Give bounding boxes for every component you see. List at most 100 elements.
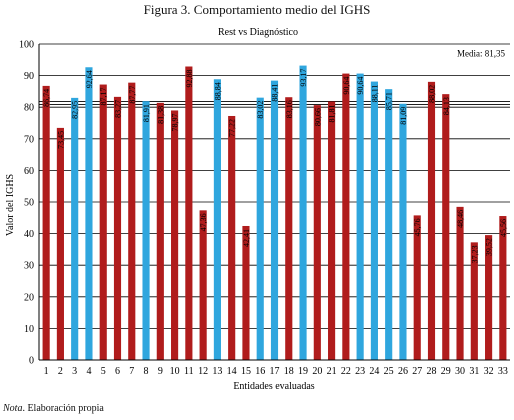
x-tick-label: 24 bbox=[369, 366, 379, 377]
x-tick-label: 25 bbox=[384, 366, 394, 377]
x-tick-label: 32 bbox=[484, 366, 494, 377]
bar bbox=[413, 215, 421, 360]
bar bbox=[270, 80, 279, 361]
x-tick-label: 10 bbox=[170, 366, 180, 377]
bar bbox=[470, 242, 478, 360]
y-tick-label: 40 bbox=[24, 229, 34, 240]
y-tick-label: 70 bbox=[24, 134, 34, 145]
bar bbox=[285, 97, 293, 360]
data-label: 82,95 bbox=[71, 101, 80, 119]
bar bbox=[85, 67, 93, 360]
data-label: 92,64 bbox=[85, 70, 94, 88]
bar bbox=[171, 110, 179, 360]
bar bbox=[142, 101, 150, 360]
chart-subtitle: Rest vs Diagnóstico bbox=[218, 27, 298, 38]
bar bbox=[399, 103, 407, 360]
bar bbox=[185, 66, 193, 360]
data-label: 42,41 bbox=[242, 229, 251, 247]
y-tick-label: 80 bbox=[24, 103, 34, 114]
figure-title: Figura 3. Comportamiento medio del IGHS bbox=[143, 2, 371, 17]
x-tick-label: 7 bbox=[129, 366, 134, 377]
bar bbox=[313, 105, 321, 360]
bars bbox=[42, 65, 507, 361]
x-tick-label: 14 bbox=[227, 366, 237, 377]
data-label: 93,17 bbox=[299, 69, 308, 87]
data-label: 88,02 bbox=[428, 85, 437, 103]
mean-label: Media: 81,35 bbox=[457, 49, 505, 59]
bar bbox=[156, 102, 164, 360]
bar bbox=[499, 216, 507, 360]
data-label: 83,27 bbox=[114, 100, 123, 118]
data-label: 85,71 bbox=[385, 92, 394, 110]
x-tick-label: 17 bbox=[270, 366, 280, 377]
bar bbox=[485, 235, 493, 360]
x-tick-label: 18 bbox=[284, 366, 294, 377]
bar bbox=[242, 225, 250, 360]
bar bbox=[113, 96, 122, 361]
y-tick-label: 30 bbox=[24, 261, 34, 272]
note-text: . Elaboración propia bbox=[22, 403, 104, 414]
data-label: 83,16 bbox=[285, 100, 294, 118]
bar bbox=[71, 97, 79, 361]
figure-note: Nota. Elaboración propia bbox=[3, 403, 104, 414]
data-label: 88,11 bbox=[370, 85, 379, 103]
data-label: 92,88 bbox=[185, 69, 194, 87]
bar bbox=[356, 73, 364, 360]
bar bbox=[199, 210, 207, 360]
x-tick-label: 19 bbox=[298, 366, 308, 377]
x-tick-label: 2 bbox=[58, 366, 63, 377]
x-tick-label: 6 bbox=[115, 366, 120, 377]
data-label: 45,76 bbox=[413, 218, 422, 236]
data-label: 39,52 bbox=[485, 238, 494, 256]
bar bbox=[228, 115, 236, 360]
x-tick-label: 3 bbox=[72, 366, 77, 377]
data-labels: 86,74 73,45 82,95 92,64 87,17 83,27 87,77 81,91… bbox=[42, 69, 508, 264]
y-tick-label: 60 bbox=[24, 166, 34, 177]
x-tick-label: 31 bbox=[469, 366, 479, 377]
x-tick-label: 4 bbox=[86, 366, 91, 377]
x-tick-label: 30 bbox=[455, 366, 465, 377]
bar bbox=[99, 84, 107, 361]
bar bbox=[128, 82, 136, 361]
x-tick-label: 11 bbox=[184, 366, 194, 377]
x-tick-label: 5 bbox=[101, 366, 106, 377]
bar bbox=[370, 81, 378, 361]
note-prefix: Nota bbox=[3, 403, 23, 414]
data-label: 84,13 bbox=[442, 97, 451, 115]
data-label: 80,66 bbox=[313, 108, 322, 126]
bar bbox=[328, 101, 336, 360]
data-label: 90,64 bbox=[342, 77, 351, 95]
bar bbox=[427, 81, 436, 360]
y-tick-label: 0 bbox=[29, 356, 34, 367]
data-label: 87,77 bbox=[128, 86, 137, 104]
x-tick-label: 28 bbox=[427, 366, 437, 377]
x-tick-label: 12 bbox=[198, 366, 208, 377]
data-label: 81,81 bbox=[328, 104, 337, 122]
x-tick-label: 29 bbox=[441, 366, 451, 377]
y-tick-label: 100 bbox=[19, 40, 34, 51]
data-label: 48,46 bbox=[456, 210, 465, 228]
y-tick-label: 20 bbox=[24, 292, 34, 303]
bar bbox=[213, 79, 221, 361]
bar bbox=[385, 89, 393, 360]
x-tick-label: 13 bbox=[212, 366, 222, 377]
x-tick-label: 33 bbox=[498, 366, 508, 377]
x-tick-label: 26 bbox=[398, 366, 408, 377]
x-tick-label: 27 bbox=[412, 366, 422, 377]
x-tick-label: 20 bbox=[312, 366, 322, 377]
data-label: 37,23 bbox=[470, 245, 479, 263]
data-label: 81,09 bbox=[399, 107, 408, 125]
x-tick-label: 1 bbox=[44, 366, 49, 377]
data-label: 45,56 bbox=[499, 219, 508, 237]
bar bbox=[342, 73, 350, 360]
data-label: 77,22 bbox=[228, 119, 237, 137]
data-label: 88,41 bbox=[271, 84, 280, 102]
x-tick-label: 16 bbox=[255, 366, 265, 377]
bar bbox=[299, 65, 307, 361]
y-axis-title: Valor del IGHS bbox=[5, 174, 16, 236]
bar bbox=[56, 127, 64, 360]
x-tick-label: 15 bbox=[241, 366, 251, 377]
data-label: 88,84 bbox=[213, 82, 222, 100]
